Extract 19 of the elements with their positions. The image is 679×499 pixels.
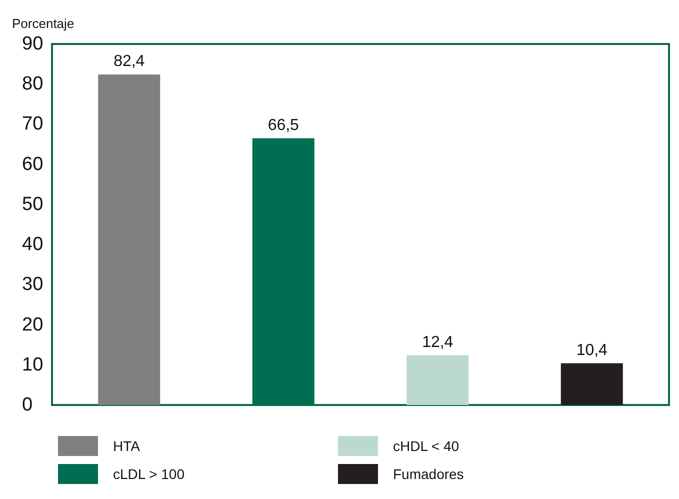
y-tick-label: 20 (22, 314, 44, 336)
legend-label: Fumadores (393, 466, 464, 482)
y-tick-label: 30 (22, 274, 44, 296)
y-tick-label: 60 (22, 154, 44, 175)
legend-label: cHDL < 40 (393, 438, 460, 454)
y-axis-title: Porcentaje (12, 16, 74, 31)
y-tick-label: 0 (22, 394, 33, 416)
y-tick-label: 50 (22, 194, 44, 215)
data-label: 66,5 (268, 116, 300, 134)
y-tick-label: 90 (22, 34, 44, 54)
legend-label: cLDL > 100 (113, 466, 185, 482)
y-tick-label: 40 (22, 234, 44, 256)
y-tick-label: 80 (22, 74, 44, 95)
y-tick-label: 70 (22, 114, 44, 135)
legend-label: HTA (113, 438, 141, 454)
data-label: 82,4 (114, 52, 145, 70)
data-label: 10,4 (576, 342, 608, 359)
y-tick-label: 10 (22, 354, 44, 376)
data-label: 12,4 (422, 334, 454, 351)
